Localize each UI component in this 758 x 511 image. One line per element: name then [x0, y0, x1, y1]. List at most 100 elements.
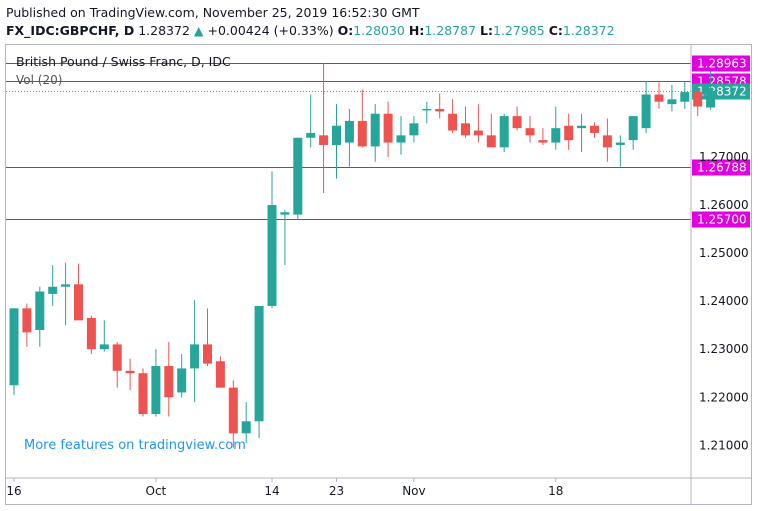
candle-down	[86, 315, 96, 355]
candle-up	[190, 300, 200, 403]
candle-body	[164, 366, 174, 398]
candle-body	[151, 366, 161, 415]
candle-up	[499, 113, 509, 153]
candle-up	[61, 262, 71, 326]
candle-body	[667, 99, 677, 105]
candle-down	[512, 106, 522, 131]
candle-body	[319, 135, 329, 145]
y-tick-label: 1.21000	[699, 438, 749, 452]
candle-body	[706, 91, 716, 108]
candle-down	[164, 341, 174, 417]
published-line: Published on TradingView.com, November 2…	[6, 5, 420, 20]
candle-body	[22, 308, 32, 333]
candle-body	[512, 116, 522, 129]
up-arrow-icon: ▲	[193, 23, 204, 38]
close-value: 1.28372	[562, 23, 615, 38]
candle-down	[383, 101, 393, 157]
candle-body	[61, 284, 71, 287]
candle-body	[9, 308, 19, 386]
candle-up	[267, 171, 277, 309]
candle-down	[125, 358, 135, 391]
candle-down	[654, 82, 664, 109]
x-tick-label: 18	[548, 484, 563, 498]
candle-up	[551, 106, 561, 150]
last-price: 1.28372	[138, 23, 190, 38]
candle-body	[344, 120, 354, 143]
candle-body	[357, 120, 367, 147]
candle-body	[538, 140, 548, 143]
chart-frame[interactable]: 1.28963 1.28578 1.26788 1.25700 1.28372 1.21…	[5, 44, 752, 505]
candle-down	[74, 263, 83, 321]
level-price-label: 1.26788	[697, 161, 747, 175]
candle-up	[641, 81, 651, 133]
candle-down	[461, 106, 470, 138]
candle-body	[228, 387, 238, 434]
y-tick-label: 1.25000	[699, 246, 749, 260]
candle-down	[215, 356, 225, 388]
candle-body	[525, 128, 535, 136]
candle-up	[9, 308, 19, 395]
watermark-link[interactable]: More features on tradingview.com	[24, 438, 246, 453]
level-price-label: 1.28963	[697, 57, 747, 71]
candle-body	[499, 116, 509, 148]
y-tick-label: 1.22000	[699, 390, 749, 404]
close-label: C:	[548, 23, 563, 38]
candle-up	[35, 286, 45, 347]
candle-up	[306, 94, 316, 148]
candle-body	[190, 344, 200, 369]
candle-body	[370, 113, 380, 147]
last-price-label: 1.28372	[697, 85, 747, 99]
candle-up	[48, 265, 58, 306]
change-value: +0.00424 (+0.33%)	[207, 23, 334, 38]
candle-down	[448, 99, 458, 133]
candle-down	[203, 308, 212, 367]
open-value: 1.28030	[353, 23, 405, 38]
candle-body	[99, 344, 109, 350]
y-tick-label: 1.26000	[699, 198, 749, 212]
candle-body	[409, 123, 419, 136]
high-value: 1.28787	[424, 23, 477, 38]
volume-legend: Vol (20)	[16, 73, 62, 87]
candle-down	[22, 303, 32, 347]
candle-body	[280, 212, 290, 215]
candle-body	[241, 421, 251, 434]
x-tick-label: 14	[264, 484, 279, 498]
candle-down	[486, 113, 496, 148]
candle-body	[641, 94, 651, 129]
candle-body	[306, 132, 316, 138]
candle-body	[112, 344, 122, 371]
candle-up	[615, 135, 625, 167]
candle-down	[590, 122, 599, 138]
candle-up	[177, 354, 187, 398]
candle-down	[693, 84, 703, 117]
x-tick-label: 16	[6, 484, 21, 498]
candle-body	[86, 317, 96, 350]
level-price-label: 1.25700	[697, 213, 747, 227]
x-tick-label: Nov	[402, 484, 425, 498]
candle-body	[177, 368, 187, 393]
candle-body	[422, 108, 432, 111]
candle-body	[74, 284, 83, 321]
candle-up	[577, 113, 587, 153]
candle-body	[35, 291, 45, 330]
candle-body	[615, 142, 625, 145]
candle-body	[125, 370, 135, 374]
candle-body	[602, 135, 612, 148]
x-tick-label: 23	[329, 484, 344, 498]
candle-body	[48, 286, 58, 294]
candle-up	[280, 209, 290, 266]
candle-body	[254, 305, 264, 422]
candle-down	[538, 128, 548, 145]
candle-down	[112, 341, 122, 388]
x-tick-label: Oct	[146, 484, 167, 498]
candle-body	[396, 135, 406, 143]
candle-body	[680, 92, 690, 102]
candle-body	[332, 125, 341, 145]
candle-up	[422, 101, 432, 124]
open-label: O:	[337, 23, 354, 38]
candle-up	[293, 137, 303, 220]
candle-down	[228, 380, 238, 448]
symbol-label: FX_IDC:GBPCHF, D	[6, 23, 135, 38]
candle-up	[667, 84, 677, 112]
